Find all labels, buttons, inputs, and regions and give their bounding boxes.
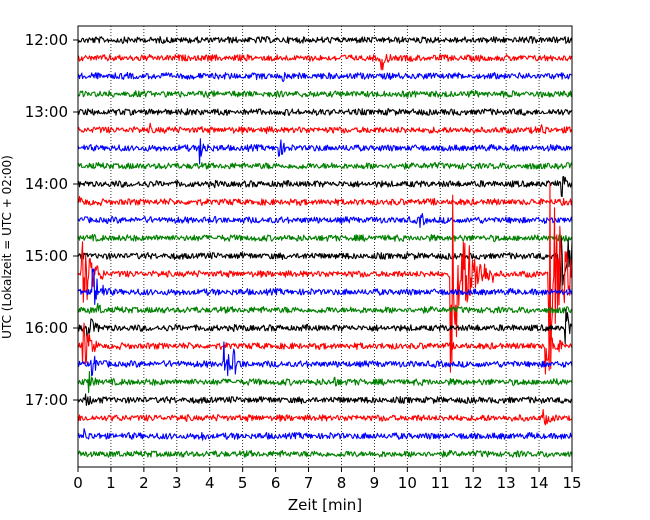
seismic-trace <box>78 308 572 345</box>
seismic-trace <box>78 393 572 406</box>
x-tick-label: 3 <box>172 474 182 492</box>
seismic-trace <box>78 175 572 198</box>
seismic-trace <box>78 182 572 373</box>
plot-background <box>78 26 572 467</box>
trace-group <box>78 35 572 458</box>
seismic-trace <box>78 53 572 71</box>
seismic-trace <box>78 161 572 170</box>
y-tick-label: 13:00 <box>25 103 68 121</box>
seismic-trace <box>78 341 572 377</box>
seismic-trace <box>78 122 572 135</box>
seismic-trace <box>78 35 572 45</box>
seismic-trace <box>78 71 572 83</box>
seismic-trace <box>78 322 572 375</box>
x-tick-label: 11 <box>431 474 450 492</box>
x-tick-label: 14 <box>530 474 549 492</box>
seismic-trace <box>78 233 572 243</box>
x-tick-label: 7 <box>304 474 314 492</box>
x-axis: 0 1 2 3 4 5 6 7 8 9 10 11 12 13 14 15 <box>73 467 582 492</box>
seismic-trace <box>78 108 572 117</box>
x-tick-label: 0 <box>73 474 83 492</box>
y-tick-label: 17:00 <box>25 391 68 409</box>
seismic-trace <box>78 409 572 426</box>
y-axis-label: UTC (Lokalzeit = UTC + 02:00) <box>0 155 14 339</box>
y-tick-label: 15:00 <box>25 247 68 265</box>
y-tick-label: 16:00 <box>25 319 68 337</box>
x-tick-label: 2 <box>139 474 149 492</box>
plot-frame <box>77 25 573 468</box>
seismic-trace <box>78 449 572 458</box>
x-tick-label: 5 <box>238 474 248 492</box>
seismic-trace <box>78 212 572 228</box>
x-tick-label: 9 <box>370 474 380 492</box>
x-tick-label: 10 <box>398 474 417 492</box>
x-axis-label: Zeit [min] <box>288 496 362 514</box>
x-tick-label: 12 <box>464 474 483 492</box>
seismic-trace <box>78 138 572 165</box>
x-tick-label: 15 <box>562 474 581 492</box>
x-tick-label: 8 <box>337 474 347 492</box>
seismic-trace <box>78 237 572 296</box>
y-tick-label: 14:00 <box>25 175 68 193</box>
x-tick-label: 13 <box>497 474 516 492</box>
y-tick-label: 12:00 <box>25 31 68 49</box>
seismic-trace <box>78 428 572 441</box>
seismic-trace <box>78 195 572 207</box>
x-tick-label: 6 <box>271 474 281 492</box>
seismic-trace <box>78 302 572 314</box>
seismic-trace <box>78 268 572 306</box>
x-tick-label: 4 <box>205 474 215 492</box>
x-tick-label: 1 <box>106 474 116 492</box>
seismic-trace <box>78 370 572 394</box>
seismic-trace <box>78 89 572 99</box>
y-axis: 12:00 13:00 14:00 15:00 16:00 17:00 <box>25 31 78 409</box>
